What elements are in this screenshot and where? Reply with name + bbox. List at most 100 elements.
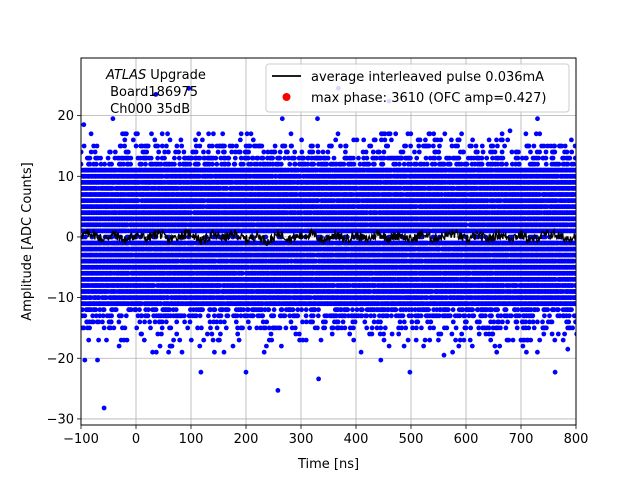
data-point [381, 337, 387, 343]
data-point [342, 325, 348, 331]
data-point [174, 331, 180, 337]
data-point [547, 313, 552, 319]
data-point [315, 313, 321, 319]
data-point [544, 325, 549, 331]
data-point [371, 319, 377, 325]
data-point [445, 307, 451, 313]
data-point [134, 325, 140, 331]
data-point [514, 325, 520, 331]
data-point [264, 319, 270, 325]
data-point [470, 307, 475, 313]
data-point [378, 325, 384, 331]
data-point [389, 331, 395, 337]
data-point [335, 319, 341, 325]
data-point [247, 325, 253, 331]
data-point [113, 307, 119, 313]
data-point [282, 313, 288, 319]
data-point [188, 337, 194, 343]
data-point [573, 313, 576, 319]
data-point [351, 337, 357, 343]
data-point [217, 337, 222, 343]
data-point [498, 313, 504, 319]
data-point [555, 307, 561, 313]
data-point [166, 349, 172, 355]
data-point [409, 319, 415, 325]
data-point [262, 325, 268, 331]
data-point [159, 319, 165, 325]
data-point [212, 313, 217, 319]
data-point [459, 331, 465, 337]
data-point [462, 313, 468, 319]
data-point [457, 313, 463, 319]
data-point [182, 319, 188, 325]
data-point [139, 313, 145, 319]
data-point [492, 343, 498, 349]
data-point [200, 307, 206, 313]
data-point [101, 307, 107, 313]
data-point [506, 337, 512, 343]
data-point [393, 307, 399, 313]
data-point [497, 343, 503, 349]
data-point [510, 337, 516, 343]
data-point [505, 319, 510, 325]
data-point [152, 319, 158, 325]
data-point [516, 313, 522, 319]
data-point [486, 325, 492, 331]
data-point [108, 319, 114, 325]
data-point [287, 313, 293, 319]
data-point [147, 319, 153, 325]
data-point [330, 325, 336, 331]
data-point [295, 313, 301, 319]
data-point [449, 331, 455, 337]
data-point [111, 325, 117, 331]
data-point [171, 337, 177, 343]
data-point [230, 343, 236, 349]
data-point [541, 331, 547, 337]
data-point [496, 319, 502, 325]
data-point [347, 331, 353, 337]
data-point [266, 325, 272, 331]
data-point [109, 313, 114, 319]
data-point [218, 319, 224, 325]
data-point [153, 307, 159, 313]
data-point [100, 313, 106, 319]
data-point [297, 337, 302, 343]
data-point [288, 319, 294, 325]
data-point [368, 313, 374, 319]
data-point [122, 325, 128, 331]
data-point [312, 307, 318, 313]
data-point [409, 313, 415, 319]
data-point [409, 307, 415, 313]
data-point [396, 331, 402, 337]
data-points [81, 85, 576, 411]
data-point [322, 325, 328, 331]
data-point [142, 319, 148, 325]
data-point [201, 337, 207, 343]
data-point [116, 319, 122, 325]
data-point [300, 337, 306, 343]
data-point [428, 319, 434, 325]
data-point [427, 337, 433, 343]
data-point [209, 331, 215, 337]
data-point [466, 313, 472, 319]
data-point [93, 307, 99, 313]
data-point [535, 349, 540, 355]
data-point [444, 325, 450, 331]
data-point [476, 331, 482, 337]
data-point [214, 319, 220, 325]
data-point [148, 325, 153, 331]
data-point [491, 319, 497, 325]
data-point [225, 307, 231, 313]
data-point [218, 313, 224, 319]
data-point [116, 343, 122, 349]
data-point [531, 325, 537, 331]
data-point [235, 325, 241, 331]
data-point [421, 343, 426, 349]
data-point [86, 337, 92, 343]
data-point [436, 313, 442, 319]
data-point [450, 349, 455, 355]
data-point [81, 325, 87, 331]
data-point [399, 325, 405, 331]
